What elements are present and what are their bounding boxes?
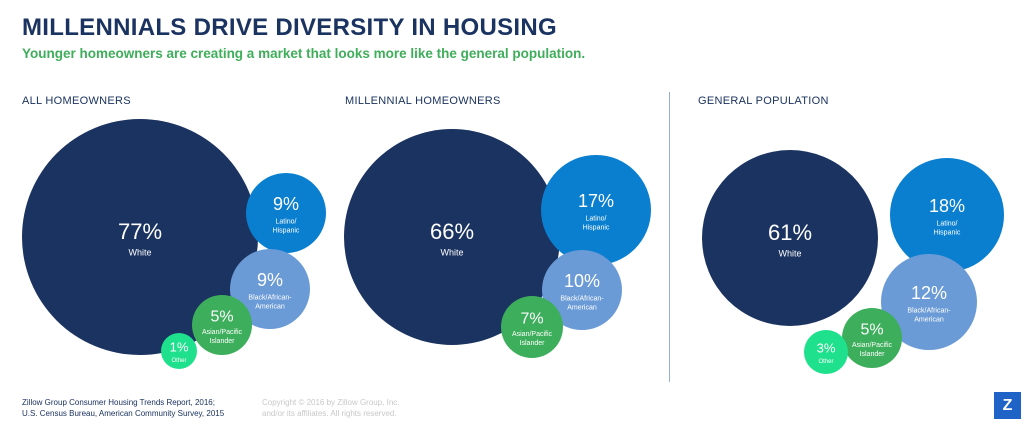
- category-label: Other: [171, 358, 186, 364]
- category-label: White: [778, 248, 801, 258]
- category-label: Black/African-: [560, 295, 604, 302]
- panel-title-general: GENERAL POPULATION: [698, 95, 829, 107]
- bubble-other: [804, 330, 848, 374]
- value-label: 12%: [911, 283, 947, 303]
- bubble-asian: [501, 296, 563, 358]
- source-line: Zillow Group Consumer Housing Trends Rep…: [22, 398, 215, 407]
- value-label: 9%: [257, 270, 283, 290]
- category-label: Asian/Pacific: [512, 331, 553, 338]
- value-label: 61%: [768, 220, 812, 245]
- bubble-latino: [890, 158, 1004, 272]
- value-label: 5%: [210, 309, 233, 326]
- source-line: U.S. Census Bureau, American Community S…: [22, 409, 225, 418]
- bubble-black: [542, 250, 622, 330]
- copyright-line: Copyright © 2016 by Zillow Group, Inc.: [262, 398, 400, 407]
- bubble-latino: [541, 155, 651, 265]
- bubble-asian: [192, 295, 252, 355]
- category-label: Islander: [860, 351, 886, 358]
- value-label: 9%: [273, 194, 299, 214]
- source-note: Zillow Group Consumer Housing Trends Rep…: [22, 397, 224, 419]
- value-label: 10%: [564, 271, 600, 291]
- bubble-other: [161, 333, 197, 369]
- category-label: Latino/: [275, 218, 296, 225]
- category-label: Hispanic: [583, 224, 610, 231]
- bubble-latino: [246, 173, 326, 253]
- category-label: Islander: [520, 340, 546, 347]
- bubble-black: [881, 254, 977, 350]
- page-title: MILLENNIALS DRIVE DIVERSITY IN HOUSING: [22, 14, 558, 41]
- bubble-asian: [842, 308, 902, 368]
- category-label: White: [440, 247, 463, 257]
- category-label: Latino/: [936, 220, 957, 227]
- panel-title-millennial: MILLENNIAL HOMEOWNERS: [345, 95, 501, 107]
- category-label: American: [914, 316, 944, 323]
- value-label: 18%: [929, 196, 965, 216]
- category-label: Black/African-: [907, 307, 951, 314]
- category-label: Hispanic: [934, 229, 961, 236]
- bubble-black: [230, 249, 310, 329]
- category-label: Islander: [210, 338, 236, 345]
- page-subtitle: Younger homeowners are creating a market…: [22, 46, 586, 61]
- bubble-white: [344, 129, 560, 345]
- category-label: Hispanic: [273, 227, 300, 234]
- category-label: Asian/Pacific: [852, 342, 893, 349]
- zillow-logo-icon: Z: [994, 392, 1021, 419]
- copyright: Copyright © 2016 by Zillow Group, Inc. an…: [262, 397, 400, 419]
- value-label: 66%: [430, 219, 474, 244]
- bubble-white: [22, 119, 258, 355]
- category-label: White: [128, 247, 151, 257]
- value-label: 3%: [817, 341, 836, 356]
- category-label: Asian/Pacific: [202, 329, 243, 336]
- value-label: 17%: [578, 191, 614, 211]
- bubble-white: [702, 150, 878, 326]
- value-label: 5%: [860, 322, 883, 339]
- category-label: American: [255, 303, 285, 310]
- panel-title-all: ALL HOMEOWNERS: [22, 95, 131, 107]
- category-label: Other: [818, 359, 833, 365]
- copyright-line: and/or its affiliates. All rights reserv…: [262, 409, 397, 418]
- category-label: Black/African-: [248, 294, 292, 301]
- value-label: 1%: [170, 340, 189, 355]
- category-label: American: [567, 304, 597, 311]
- category-label: Latino/: [585, 215, 606, 222]
- value-label: 77%: [118, 219, 162, 244]
- divider: [669, 92, 670, 382]
- value-label: 7%: [520, 311, 543, 328]
